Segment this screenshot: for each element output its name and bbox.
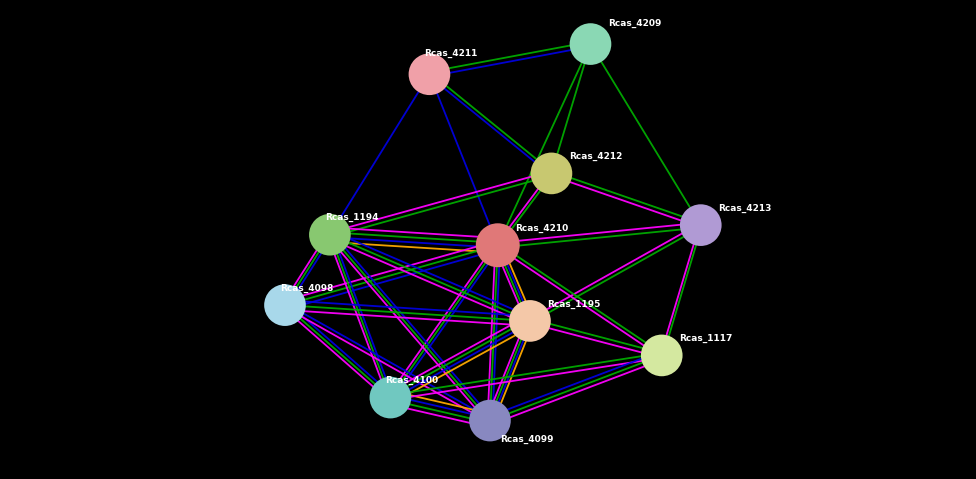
Point [654, 352, 670, 359]
Text: Rcas_4210: Rcas_4210 [515, 224, 569, 233]
Text: Rcas_4211: Rcas_4211 [425, 49, 478, 58]
Point [522, 317, 538, 325]
Point [482, 417, 498, 424]
Point [422, 70, 437, 78]
Point [383, 394, 398, 401]
Text: Rcas_4098: Rcas_4098 [280, 284, 334, 293]
Point [490, 241, 506, 249]
Point [322, 231, 338, 239]
Point [277, 301, 293, 309]
Point [693, 221, 709, 229]
Text: Rcas_4099: Rcas_4099 [500, 435, 553, 444]
Text: Rcas_4212: Rcas_4212 [569, 152, 623, 161]
Point [583, 40, 598, 48]
Text: Rcas_4100: Rcas_4100 [386, 376, 438, 385]
Point [544, 170, 559, 177]
Text: Rcas_1117: Rcas_1117 [679, 334, 733, 343]
Text: Rcas_1195: Rcas_1195 [548, 299, 601, 308]
Text: Rcas_1194: Rcas_1194 [325, 213, 379, 222]
Text: Rcas_4209: Rcas_4209 [608, 19, 662, 28]
Text: Rcas_4213: Rcas_4213 [718, 204, 772, 213]
